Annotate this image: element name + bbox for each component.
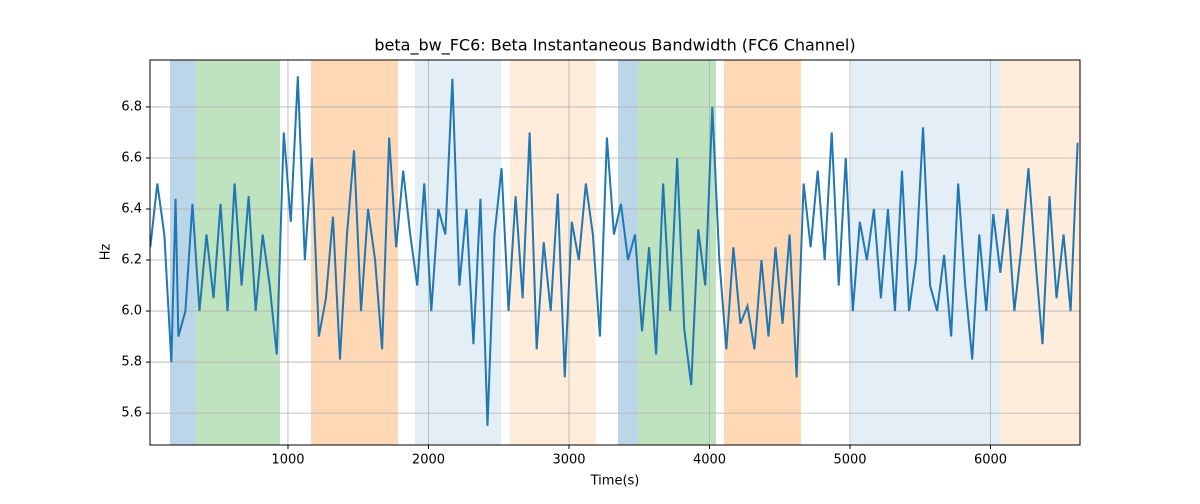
shaded-region: [311, 60, 398, 445]
y-tick-label: 5.6: [121, 406, 142, 421]
data-line: [150, 76, 1079, 426]
y-tick-label: 6.2: [121, 253, 142, 268]
y-tick-label: 6.4: [121, 201, 142, 216]
y-tick-label: 6.8: [121, 99, 142, 114]
y-tick-label: 6.0: [121, 304, 142, 319]
shaded-region: [850, 60, 1002, 445]
y-axis-label: Hz: [99, 244, 114, 261]
x-tick-label: 4000: [693, 453, 726, 468]
shaded-region: [637, 60, 716, 445]
plot-frame: [149, 59, 1081, 446]
chart-title: beta_bw_FC6: Beta Instantaneous Bandwidt…: [374, 36, 855, 56]
x-tick-label: 3000: [552, 453, 585, 468]
x-tick-label: 2000: [412, 453, 445, 468]
x-tick-label: 6000: [974, 453, 1007, 468]
y-tick-label: 6.6: [121, 150, 142, 165]
x-axis-label: Time(s): [590, 474, 640, 489]
shaded-region: [1001, 60, 1080, 445]
shaded-region: [723, 60, 801, 445]
y-tick-label: 5.8: [121, 355, 142, 370]
x-tick-label: 5000: [833, 453, 866, 468]
x-tick-label: 1000: [271, 453, 304, 468]
shaded-region: [509, 60, 596, 445]
